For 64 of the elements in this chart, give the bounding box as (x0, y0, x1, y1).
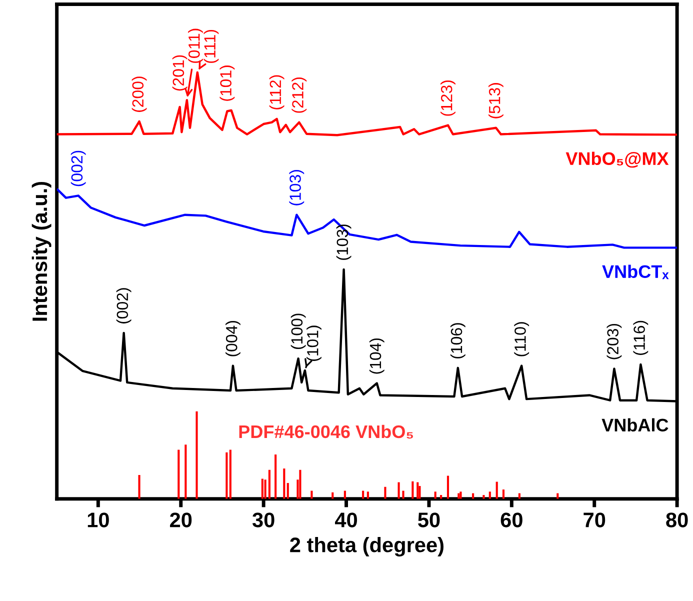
x-axis-title: 2 theta (degree) (290, 537, 444, 557)
bar (384, 486, 386, 499)
annotation: (212) (292, 77, 307, 113)
bar (344, 490, 346, 499)
bar (416, 482, 419, 499)
series-label: VNbAlC (602, 418, 668, 432)
bar (283, 468, 286, 499)
series-label: VNbO₅@MX (566, 152, 669, 168)
bar (264, 480, 266, 499)
annotation: (101) (306, 326, 322, 361)
x-tick-label: 10 (88, 512, 109, 528)
annotation: (200) (132, 76, 147, 112)
bar (446, 476, 450, 499)
series-label: PDF#46-0046 VNbO₅ (239, 424, 413, 439)
annotation: (104) (369, 338, 384, 374)
bar (496, 482, 498, 499)
bar (184, 444, 187, 499)
annotation: (116) (633, 320, 648, 355)
bar (362, 490, 364, 499)
annotation: (103) (289, 170, 304, 206)
annotation: (201) (172, 55, 188, 91)
bar (261, 478, 264, 499)
x-tick-label: 50 (418, 512, 440, 528)
x-tick-label: 60 (500, 512, 522, 528)
x-tick-label: 40 (335, 512, 358, 528)
bar (366, 492, 369, 499)
annotation: (110) (514, 322, 530, 356)
bar (229, 450, 232, 499)
bar (402, 490, 404, 499)
x-tick-label: 30 (252, 512, 274, 528)
bar (299, 470, 302, 499)
bar (310, 490, 313, 499)
annotation: (513) (488, 83, 504, 118)
bar (488, 492, 491, 499)
bar (268, 470, 270, 499)
bar (178, 450, 180, 499)
y-axis-title: Intensity (a.u.) (32, 182, 52, 321)
bar (502, 489, 505, 499)
bar (418, 486, 421, 499)
annotation: (100) (290, 314, 306, 350)
annotation: (002) (116, 288, 132, 324)
bar (286, 483, 289, 499)
bar (398, 482, 400, 499)
annotation: (112) (269, 75, 284, 110)
bar (274, 454, 277, 499)
annotation: (103) (336, 224, 352, 260)
annotation: (002) (70, 150, 86, 186)
bar (226, 452, 228, 499)
bar (332, 492, 334, 499)
annotation: (004) (226, 320, 240, 356)
annotation: (106) (450, 323, 466, 358)
x-tick-label: 70 (584, 512, 606, 528)
series-label: VNbCTₓ (602, 264, 669, 280)
annotation: (203) (606, 324, 622, 360)
annotation: (123) (440, 80, 456, 116)
annotation: (111) (204, 30, 219, 63)
annotation: (101) (220, 66, 235, 101)
bar (196, 411, 198, 499)
bar (434, 492, 436, 499)
annotation: (011) (188, 28, 203, 63)
bar (138, 474, 140, 499)
bar (412, 481, 414, 499)
x-tick-label: 20 (170, 512, 192, 528)
x-tick-label: 80 (666, 512, 688, 528)
